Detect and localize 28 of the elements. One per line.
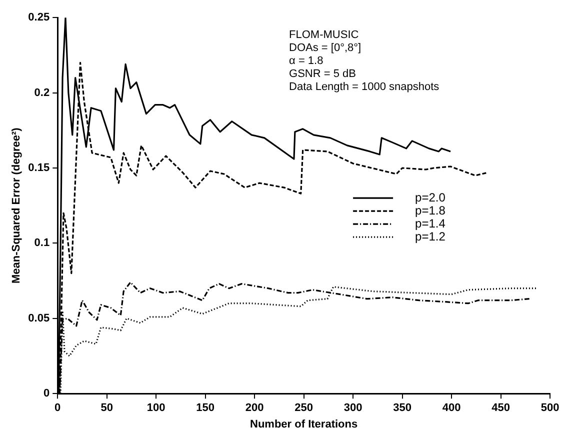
annotation: DOAs = [0°,8°] [289, 42, 362, 54]
x-tick-label: 250 [294, 402, 313, 414]
x-tick-label: 0 [54, 402, 61, 414]
legend-label: p=1.4 [415, 216, 446, 230]
x-axis-title: Number of Iterations [250, 418, 358, 430]
x-tick-label: 400 [442, 402, 461, 414]
annotation: FLOM-MUSIC [289, 29, 359, 42]
x-tick-label: 50 [100, 402, 113, 414]
x-tick-label: 350 [393, 402, 412, 414]
y-tick-label: 0.25 [28, 12, 50, 24]
x-tick-label: 300 [344, 402, 362, 414]
annotation: α = 1.8 [289, 55, 324, 68]
y-tick-label: 0 [43, 388, 50, 400]
annotation: GSNR = 5 dB [289, 68, 356, 80]
y-tick-label: 0.05 [28, 312, 50, 324]
x-tick-label: 150 [196, 402, 215, 414]
legend-label: p=2.0 [415, 190, 446, 204]
y-tick-label: 0.2 [34, 86, 50, 99]
y-tick-label: 0.15 [28, 162, 50, 174]
x-tick-label: 100 [146, 402, 166, 414]
x-tick-label: 450 [492, 402, 510, 414]
x-tick-label: 200 [245, 402, 264, 414]
legend-label: p=1.8 [415, 203, 446, 218]
y-axis-title: Mean-Squared Error (degree²) [10, 127, 23, 284]
legend-label: p=1.2 [415, 229, 446, 244]
y-tick-label: 0.1 [34, 237, 50, 250]
annotation: Data Length = 1000 snapshots [289, 81, 440, 94]
x-tick-label: 500 [540, 402, 560, 414]
